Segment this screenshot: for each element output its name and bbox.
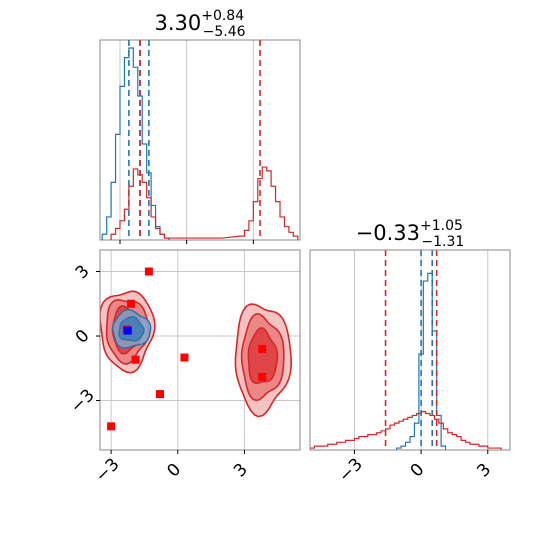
marginal-x-frame — [99, 39, 301, 241]
marginal-x-hist-blue — [101, 47, 170, 240]
marginal-x-title-lower: −5.46 — [203, 24, 246, 40]
joint-red-marker — [131, 355, 140, 364]
joint-y-tick-label: −3 — [67, 385, 99, 417]
joint-red-marker — [180, 353, 189, 362]
marginal-y-title-lower: −1.31 — [421, 234, 464, 250]
joint-red-marker — [258, 344, 267, 353]
joint-blue-marker — [123, 326, 132, 335]
marginal-x-plot — [101, 40, 299, 240]
joint-plot — [100, 267, 293, 431]
marginal-y-x-tick-label: 0 — [407, 460, 429, 482]
marginal-y-title: −0.33+1.05 −1.31 — [356, 218, 465, 250]
marginal-y-frame — [309, 249, 511, 451]
joint-frame — [99, 249, 301, 451]
marginal-x-hist-red — [110, 166, 299, 240]
joint-red-marker — [258, 372, 267, 381]
marginal-x-title: 3.30+0.84 −5.46 — [154, 8, 245, 40]
marginal-y-x-tick-label: −3 — [335, 455, 367, 487]
joint-red-marker — [144, 267, 153, 276]
joint-x-tick-label: 3 — [230, 460, 252, 482]
marginal-y-title-value: −0.33 — [356, 221, 420, 245]
marginal-x-title-value: 3.30 — [154, 11, 201, 35]
joint-red-contour — [247, 327, 279, 385]
joint-red-marker — [107, 422, 116, 431]
marginal-y-x-tick-label: 3 — [473, 460, 495, 482]
joint-red-marker — [127, 299, 136, 308]
joint-y-tick-label: 0 — [72, 326, 94, 348]
marginal-y-hist-red — [310, 411, 502, 450]
marginal-y-title-upper: +1.05 — [420, 218, 463, 234]
joint-x-tick-label: −3 — [92, 455, 124, 487]
marginal-y-plot — [310, 250, 502, 450]
joint-x-tick-label: 0 — [163, 460, 185, 482]
marginal-x-title-upper: +0.84 — [201, 8, 244, 24]
joint-y-tick-label: 3 — [72, 261, 94, 283]
joint-red-marker — [156, 390, 164, 399]
